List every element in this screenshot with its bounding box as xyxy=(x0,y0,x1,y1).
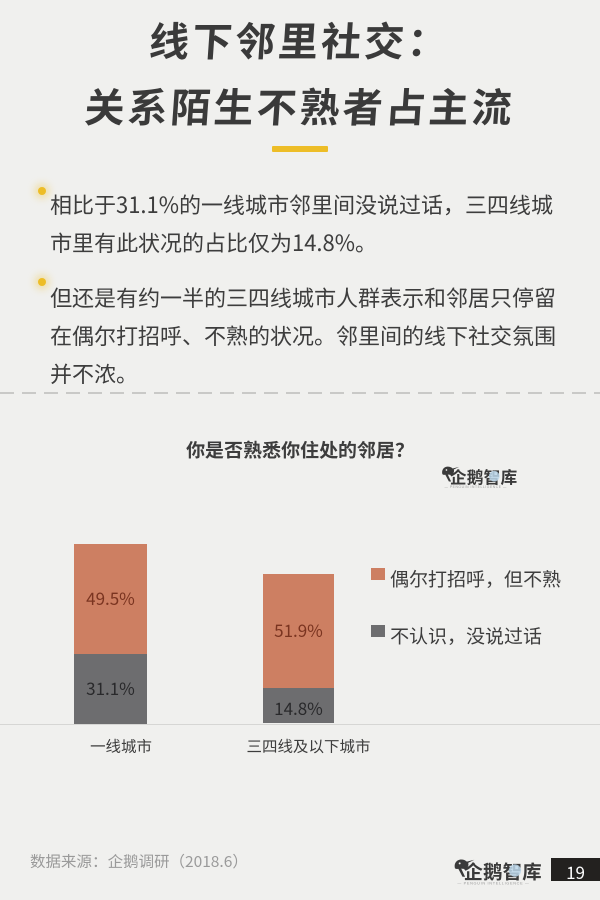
svg-text:— PENGUIN INTELLIGENCE —: — PENGUIN INTELLIGENCE — xyxy=(444,485,507,489)
svg-text:— PENGUIN INTELLIGENCE —: — PENGUIN INTELLIGENCE — xyxy=(457,881,529,885)
svg-text:企鹅智库: 企鹅智库 xyxy=(464,856,542,885)
svg-text:企鹅智库: 企鹅智库 xyxy=(450,463,518,488)
